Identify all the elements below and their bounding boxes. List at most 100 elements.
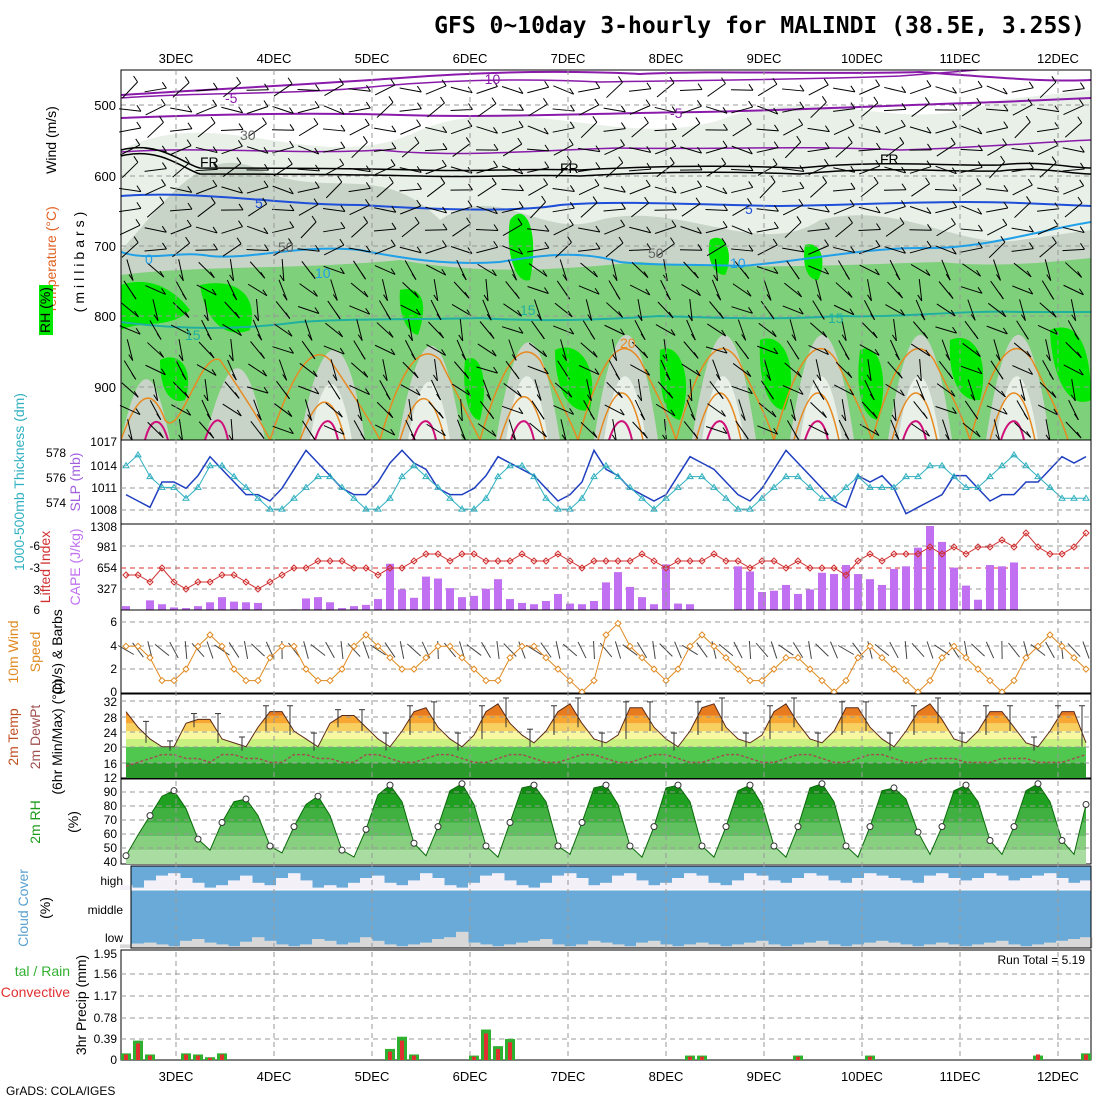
wind-barb-flag [669, 157, 675, 164]
wind-barb-flag [159, 116, 164, 123]
wind-barb-flag [772, 158, 778, 165]
wind-barb [629, 185, 651, 195]
thickness-point [122, 461, 130, 469]
wind-barb [705, 106, 728, 114]
wind-barb [580, 342, 598, 358]
wind-barb [859, 165, 880, 175]
wind-barb-flag [694, 271, 699, 279]
ylabel-wind: Wind (m/s) [43, 106, 59, 174]
wind-barb-flag [646, 82, 652, 90]
wind-barb-flag [849, 308, 855, 316]
wind-barb-flag [390, 428, 396, 436]
wind-barb-flag [643, 431, 648, 439]
wind-barb [841, 319, 847, 341]
cape-bar [806, 589, 814, 610]
wind-barb-flag [595, 242, 601, 250]
wind-barb-flag [442, 206, 448, 214]
wind-barb-flag [1026, 350, 1032, 358]
wind-barb [427, 102, 445, 118]
wind-barb [861, 321, 878, 339]
rh2m-point [866, 823, 874, 831]
wind10-point [182, 665, 190, 673]
wind-barb [858, 229, 881, 231]
wind-barb [628, 249, 652, 251]
wind-barb [808, 164, 829, 176]
wind-barb-flag [823, 428, 829, 436]
wind-barb-flag [766, 294, 772, 301]
cloud-high-bar [576, 878, 589, 890]
wind-barb-flag [1023, 413, 1029, 420]
cloud-high-bar [720, 885, 733, 890]
wind-barb [325, 322, 343, 338]
wind-barb-flag [518, 120, 524, 128]
wind-barb [224, 301, 240, 319]
wind-barb-flag [748, 164, 754, 171]
cloud-low-bar [1020, 946, 1033, 948]
wind10-barb [682, 644, 698, 656]
wind10-point [206, 631, 214, 639]
wind-barb [450, 125, 473, 135]
cloud-high-bar [936, 873, 949, 890]
wind-barb-flag [542, 97, 548, 105]
wind-barb-flag [209, 351, 215, 359]
wind10-barb [926, 641, 934, 659]
lifted-index-point [890, 550, 898, 558]
wind-barb-flag [310, 352, 316, 360]
wind-barb [281, 258, 285, 282]
lifted-index-point [950, 543, 958, 551]
wind-barb [198, 261, 215, 279]
wind-barb-flag [824, 348, 829, 355]
wind10-point [218, 642, 226, 650]
cape-bar [674, 603, 682, 610]
wind-barb-flag [719, 312, 724, 319]
wind-barb [400, 125, 421, 135]
wind-barb-flag [263, 180, 269, 188]
cape-bar [566, 603, 574, 610]
wind-barb [731, 186, 753, 194]
cape-bar [482, 588, 490, 610]
lifted-index-point [530, 557, 538, 565]
wind-barb-flag [866, 374, 872, 382]
cape-bar [998, 566, 1006, 610]
wind-barb-flag [895, 273, 901, 281]
wind-barb-flag [187, 186, 193, 193]
lifted-index-point [494, 557, 502, 565]
wind-barb-flag [391, 222, 397, 230]
thickness-point [386, 494, 394, 501]
precip-tick: 1.56 [94, 967, 118, 981]
thickness-point [494, 472, 502, 480]
wind10-point [278, 642, 286, 650]
wind-barb [272, 185, 294, 195]
wind-barb-flag [671, 220, 677, 227]
cloud-high-bar [456, 887, 469, 890]
rh2m-point [362, 825, 370, 833]
wind-barb [501, 86, 524, 94]
wind-barb [808, 265, 829, 275]
cape-bar [434, 578, 442, 610]
cloud-low-bar [924, 944, 937, 948]
lifted-index-point [1058, 550, 1066, 558]
cape-bar [146, 600, 154, 610]
wind-barb [986, 188, 1008, 192]
wind-barb-flag [794, 272, 800, 280]
wind-barb-flag [1003, 121, 1009, 128]
wind-barb [503, 303, 522, 317]
wind-barb-flag [874, 348, 880, 356]
cape-bar [542, 601, 550, 610]
wind-barb-flag [461, 273, 467, 281]
wind10-point [686, 642, 694, 650]
wind-barb-flag [772, 77, 778, 85]
wind10-point [806, 665, 814, 673]
contour-label-15: 15 [185, 327, 201, 343]
precip-tick: 0.78 [94, 1011, 118, 1025]
wind10-barb [1045, 641, 1055, 659]
wind-barb [325, 402, 343, 418]
thickness-point [938, 461, 946, 469]
cloud-high-bar [816, 875, 829, 890]
wind-barb [986, 325, 1008, 335]
wind-barb [833, 188, 855, 192]
wind-barb-flag [541, 195, 546, 203]
wind-barb-flag [1021, 314, 1026, 321]
wind-barb [835, 222, 853, 238]
